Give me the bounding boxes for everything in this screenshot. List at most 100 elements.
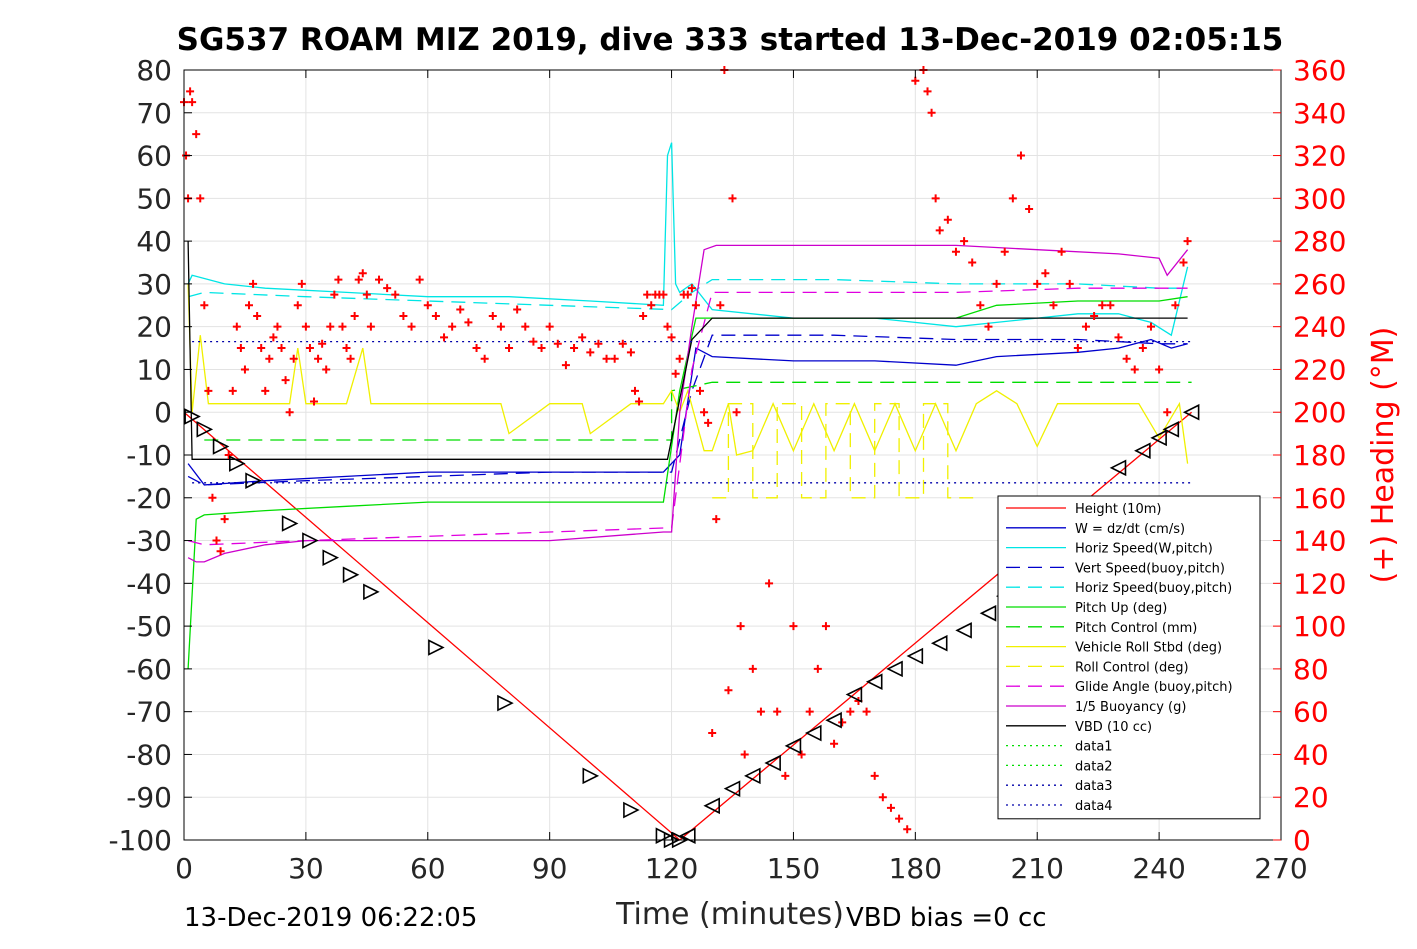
y2-tick-label: 80 [1293, 653, 1329, 686]
heading-point [314, 354, 323, 363]
heading-point [813, 664, 822, 673]
series-16-heading-points [180, 87, 713, 556]
height-marker [655, 827, 673, 845]
height-marker [845, 686, 863, 703]
heading-point [440, 333, 449, 342]
heading-point [602, 354, 611, 363]
series-11-line [187, 241, 1188, 460]
heading-point [269, 333, 278, 342]
y2-tick-label: 300 [1293, 182, 1346, 215]
y-tick-label: -50 [126, 610, 172, 643]
heading-point [951, 247, 960, 256]
legend-entry: 1/5 Buoyancy (g) [1075, 700, 1186, 715]
y-tick-label: 10 [136, 353, 172, 386]
heading-point [610, 354, 619, 363]
x-tick-label: 0 [175, 852, 193, 885]
heading-point [281, 376, 290, 385]
series-4-line [187, 278, 1188, 311]
heading-point [399, 311, 408, 320]
heading-point [196, 194, 205, 203]
height-marker [582, 767, 600, 785]
y2-tick-label: 200 [1293, 396, 1346, 429]
heading-point [960, 237, 969, 246]
height-marker [322, 549, 340, 566]
heading-point [186, 87, 195, 96]
heading-point [700, 408, 709, 417]
heading-point [204, 386, 213, 395]
legend-entry: Vert Speed(buoy,pitch) [1075, 561, 1225, 576]
heading-point [683, 290, 692, 299]
heading-point [878, 793, 887, 802]
heading-point [346, 354, 355, 363]
heading-point [667, 333, 676, 342]
heading-point [1183, 237, 1192, 246]
y-tick-label: -20 [126, 482, 172, 515]
heading-point [245, 301, 254, 310]
heading-point [1171, 301, 1180, 310]
heading-point [1122, 354, 1131, 363]
x-tick-label: 60 [410, 852, 446, 885]
heading-point [789, 622, 798, 631]
y-tick-label: -70 [126, 696, 172, 729]
heading-point [639, 311, 648, 320]
y2-tick-label: 120 [1293, 567, 1346, 600]
heading-point [472, 344, 481, 353]
heading-point [931, 194, 940, 203]
heading-point [488, 311, 497, 320]
height-marker [497, 694, 514, 712]
height-marker [979, 604, 997, 622]
y2-tick-label: 100 [1293, 610, 1346, 643]
heading-point [716, 301, 725, 310]
heading-point [285, 408, 294, 417]
y2-tick-label: 180 [1293, 439, 1346, 472]
y-tick-label: -90 [126, 781, 172, 814]
y-tick-label: -40 [126, 567, 172, 600]
legend-entry: Glide Angle (buoy,pitch) [1075, 680, 1233, 695]
heading-point [1098, 301, 1107, 310]
y-tick-label: 70 [136, 97, 172, 130]
heading-point [805, 707, 814, 716]
footer-timestamp: 13-Dec-2019 06:22:05 [184, 903, 477, 933]
height-marker [886, 660, 903, 678]
height-marker [764, 754, 781, 772]
y2-tick-label: 60 [1293, 696, 1329, 729]
heading-point [1000, 247, 1009, 256]
height-marker [679, 827, 696, 845]
heading-point [301, 322, 310, 331]
heading-point [216, 547, 225, 556]
y2-axis-label: (+) Heading (°M) [1366, 327, 1401, 584]
heading-point [240, 365, 249, 374]
heading-point [322, 365, 331, 374]
heading-point [1073, 344, 1082, 353]
series-8-line [712, 403, 981, 499]
height-marker [196, 421, 214, 438]
y-tick-label: 50 [136, 182, 172, 215]
heading-point [846, 707, 855, 716]
heading-point [1016, 151, 1025, 160]
heading-point [821, 622, 830, 631]
y2-tick-label: 0 [1293, 824, 1311, 857]
heading-point [375, 275, 384, 284]
heading-point [647, 301, 656, 310]
y2-tick-label: 360 [1293, 54, 1346, 87]
height-marker [723, 780, 741, 797]
legend-entry: Horiz Speed(buoy,pitch) [1075, 581, 1232, 596]
legend-entry: Pitch Control (mm) [1075, 621, 1197, 636]
series-2-line [187, 142, 1189, 337]
heading-point [188, 98, 197, 107]
heading-point [663, 322, 672, 331]
heading-point [1008, 194, 1017, 203]
heading-point [618, 339, 627, 348]
y-tick-label: -30 [126, 525, 172, 558]
heading-point [927, 108, 936, 117]
height-marker [302, 532, 319, 549]
height-marker [804, 724, 822, 742]
heading-point [740, 750, 749, 759]
heading-point [496, 322, 505, 331]
heading-point [330, 290, 339, 299]
legend-entry: data3 [1075, 779, 1113, 794]
heading-point [1130, 365, 1139, 374]
heading-point [289, 354, 298, 363]
heading-point [1163, 408, 1172, 417]
heading-point [708, 729, 717, 738]
